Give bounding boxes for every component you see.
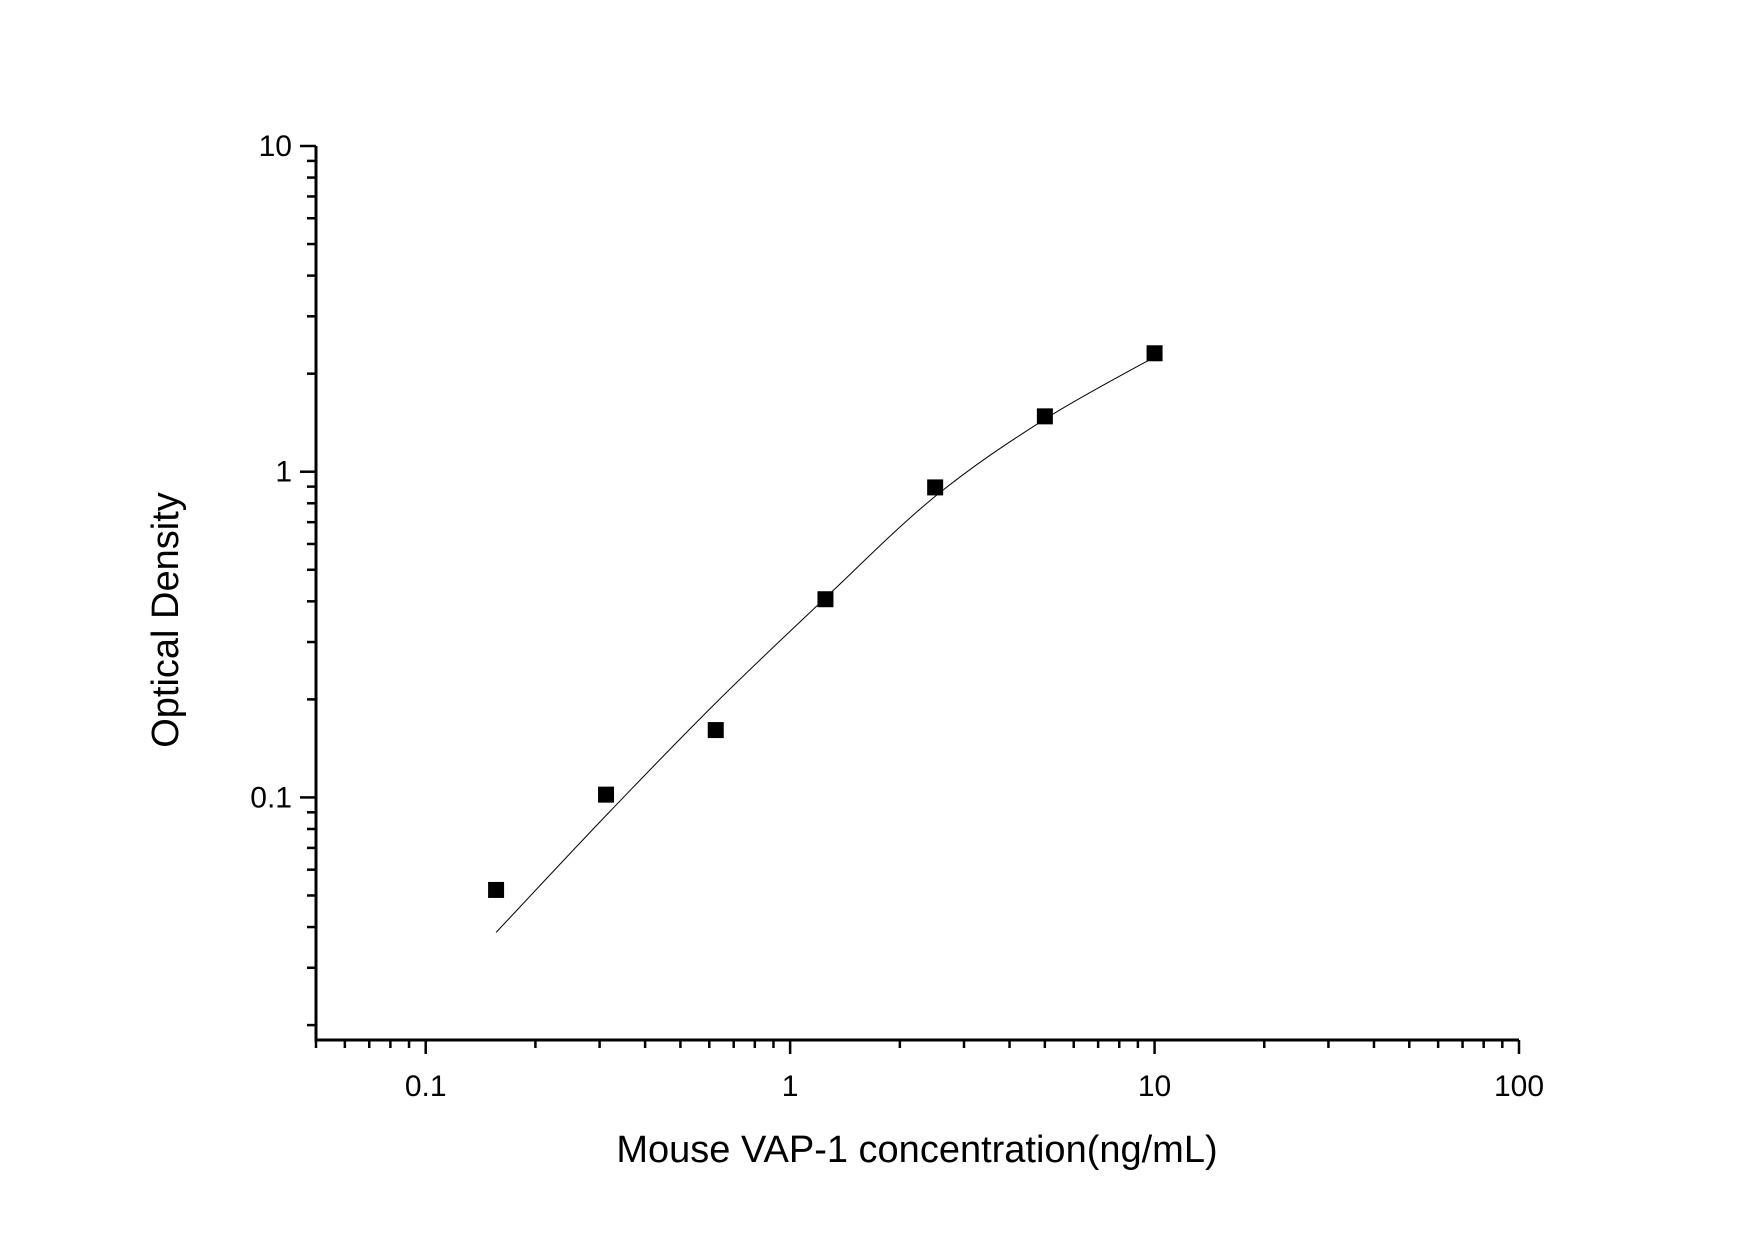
data-point (1146, 345, 1163, 362)
y-axis-label: Optical Density (145, 492, 187, 748)
ticks: 0.1 1 10 100 0.1 1 10 (250, 130, 1544, 1103)
data-point (1036, 408, 1053, 425)
x-tick-label: 10 (1138, 1070, 1171, 1103)
data-point (817, 591, 834, 608)
data-point (598, 786, 615, 803)
data-point (707, 722, 724, 739)
x-tick-label: 0.1 (405, 1070, 447, 1103)
y-tick-label: 10 (259, 130, 292, 163)
y-tick-label: 0.1 (250, 781, 292, 814)
axes (314, 146, 1519, 1042)
x-tick-label: 100 (1494, 1070, 1544, 1103)
y-tick-label: 1 (275, 456, 292, 489)
data-point (927, 479, 944, 496)
x-axis-label: Mouse VAP-1 concentration(ng/mL) (616, 1129, 1217, 1171)
data-point (488, 881, 505, 898)
data-points (488, 345, 1163, 898)
x-tick-label: 1 (782, 1070, 799, 1103)
fitted-curve (495, 356, 1155, 933)
